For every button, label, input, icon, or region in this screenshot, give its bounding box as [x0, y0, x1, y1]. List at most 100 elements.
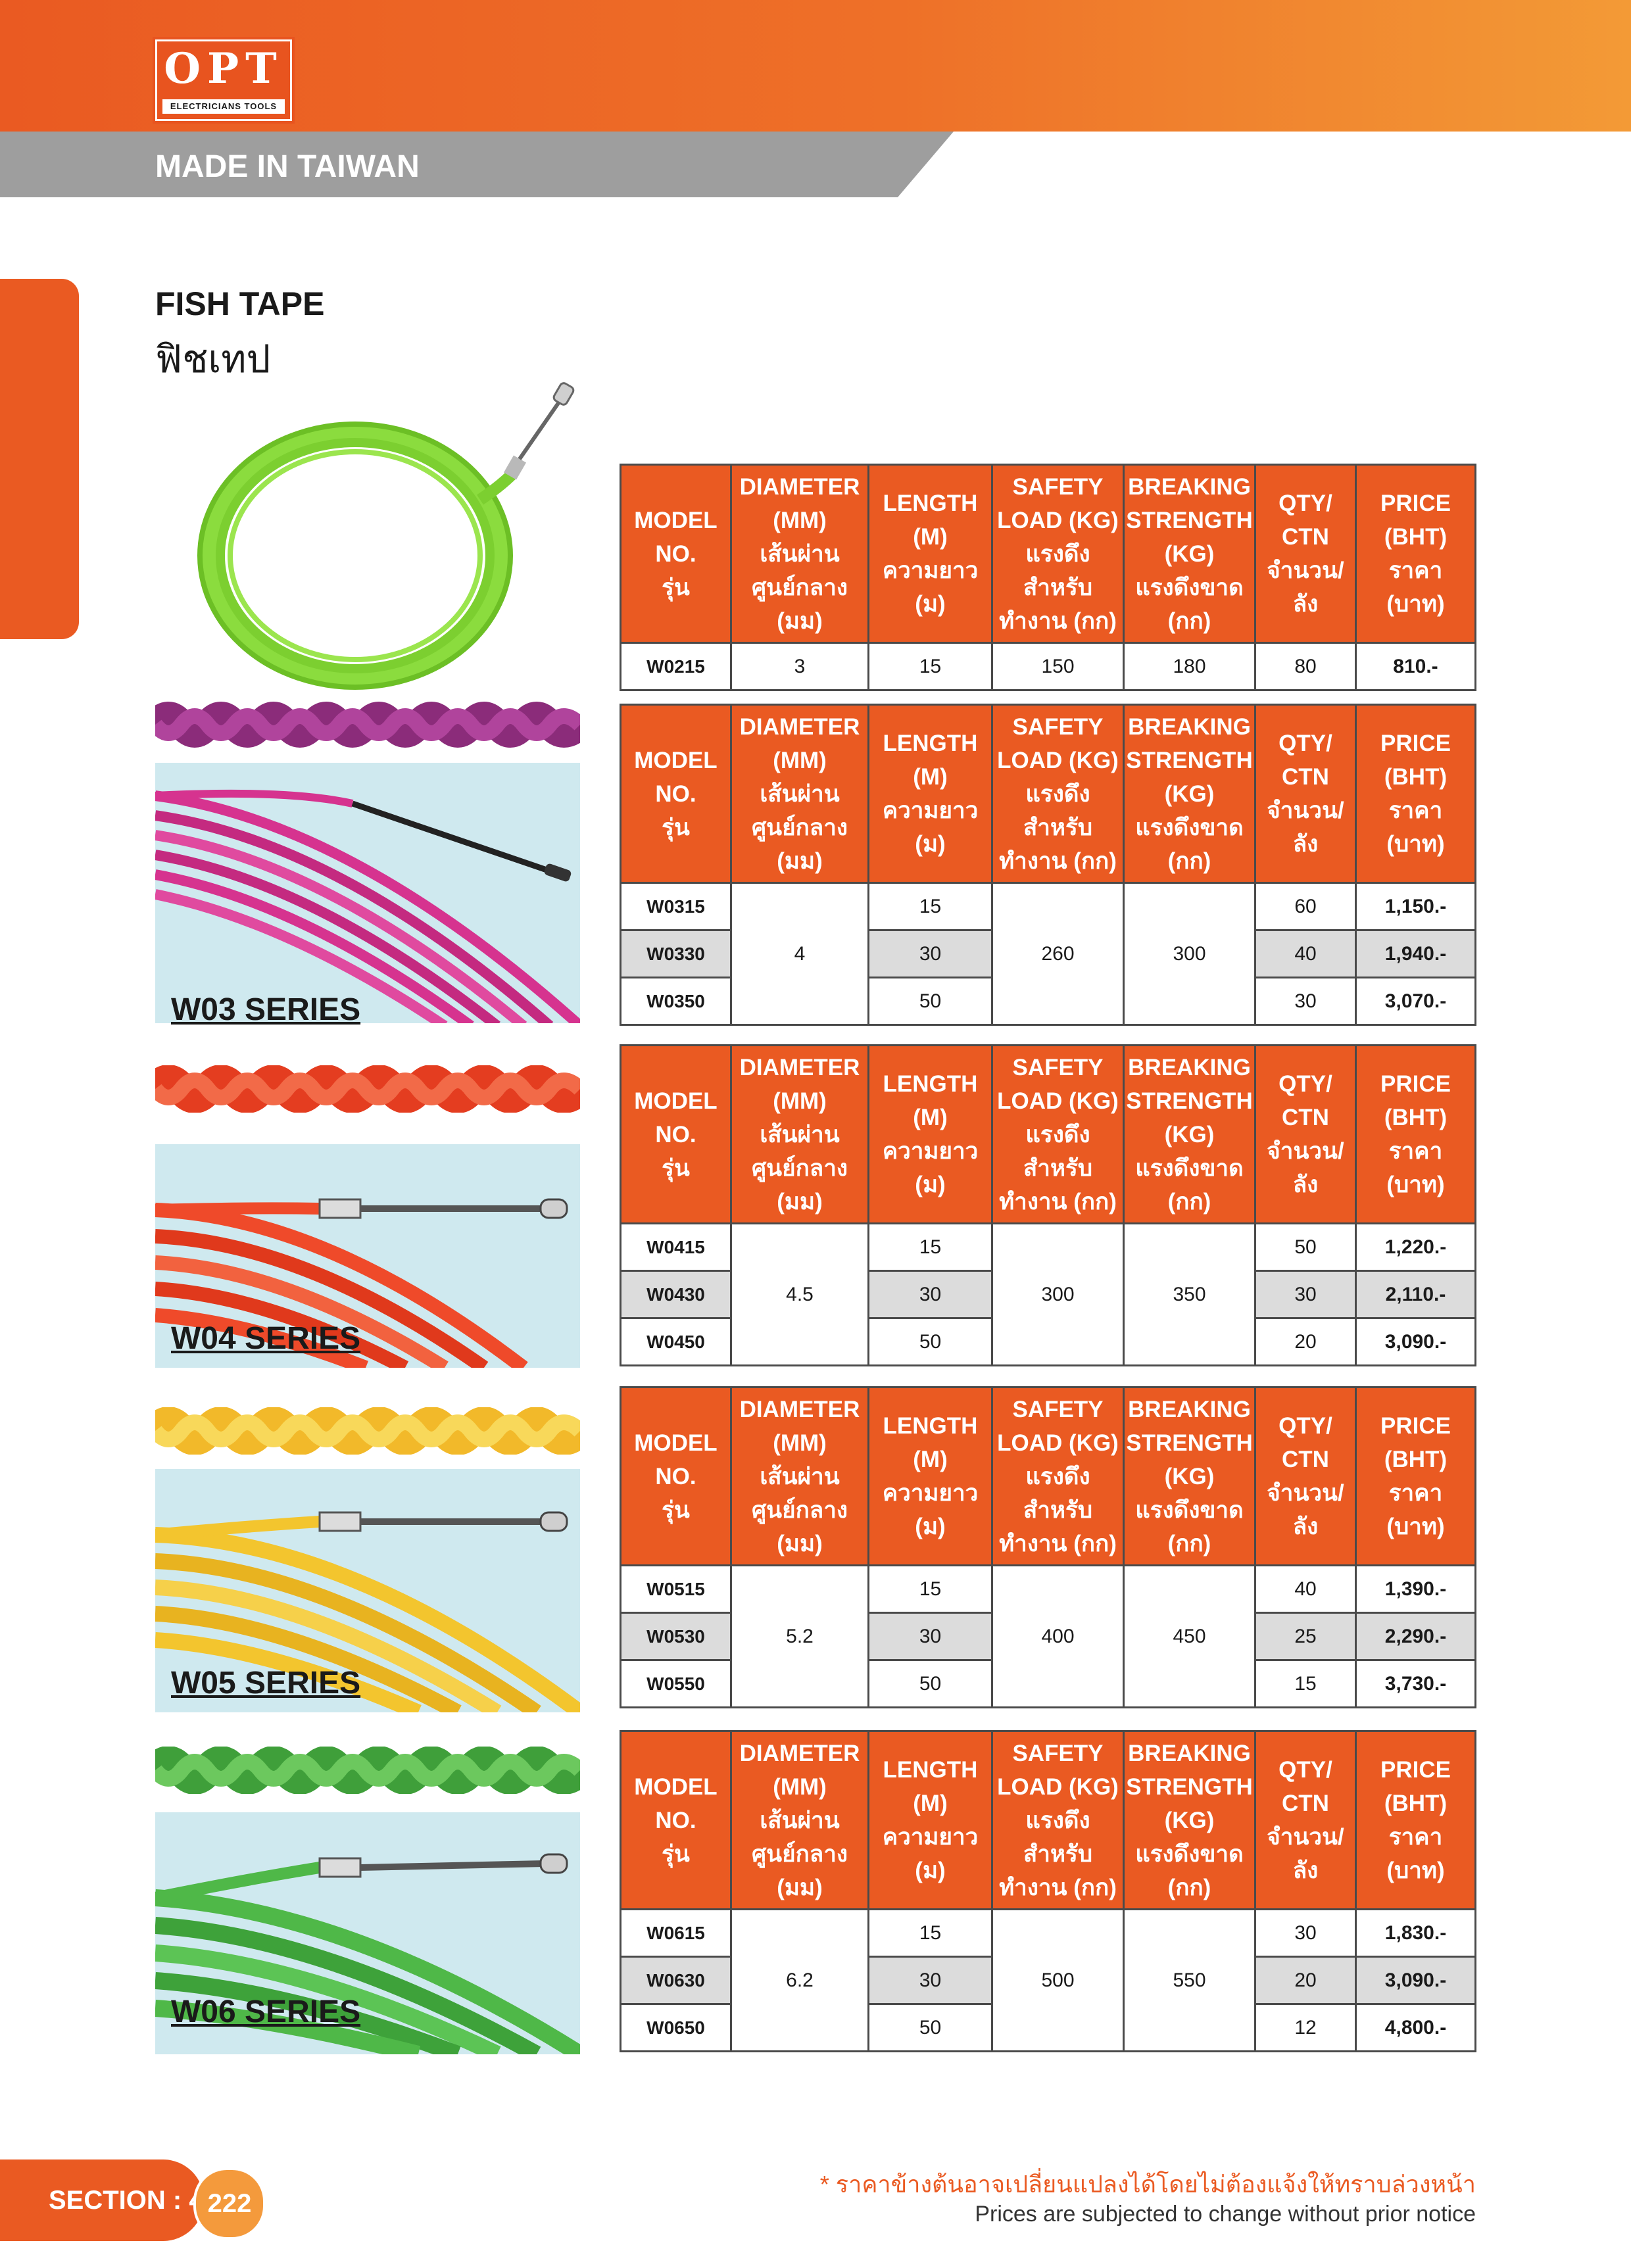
diameter-cell: 5.2 — [730, 1564, 869, 1708]
model-cell: W0550 — [620, 1659, 732, 1708]
spec-table-w06: MODEL NO. รุ่น DIAMETER (MM) เส้นผ่าน ศูนย์กลา… — [620, 1730, 1476, 2052]
header-line: BREAKING — [1128, 1396, 1251, 1422]
price-cell: 1,830.- — [1355, 1908, 1476, 1958]
spec-table-w04: MODEL NO. รุ่น DIAMETER (MM) เส้นผ่าน ศูนย์กลา… — [620, 1044, 1476, 1366]
header-line: DIAMETER — [739, 473, 860, 500]
header-breaking: BREAKING STRENGTH (KG) แรงดึงขาด (กก) — [1123, 464, 1256, 644]
w05-rope-image — [155, 1407, 580, 1455]
header-line: ราคา — [1388, 1138, 1443, 1164]
w05-series-label: W05 SERIES — [171, 1666, 361, 1701]
table-row: W0515 5.2 15 400 450 40 1,390.- — [620, 1564, 1476, 1708]
header-line: PRICE — [1380, 1757, 1451, 1783]
header-line: ศูนย์กลาง — [751, 1497, 848, 1523]
header-line: ราคา — [1388, 1824, 1443, 1850]
price-cell: 2,290.- — [1355, 1612, 1476, 1661]
header-line: ลัง — [1292, 591, 1319, 617]
header-line: SAFETY — [1012, 1054, 1104, 1080]
length-cell: 50 — [867, 1659, 993, 1708]
table-row: W0215 3 15 150 180 80 810.- — [620, 642, 1476, 691]
w06-rope-image — [155, 1747, 580, 1794]
header-line: เส้นผ่าน — [760, 781, 840, 807]
header-line: สำหรับ — [1023, 574, 1093, 600]
header-line: (MM) — [773, 1430, 827, 1456]
footer-section-tab — [0, 2159, 204, 2241]
diameter-cell: 4 — [730, 882, 869, 1026]
header-line: LENGTH — [883, 1757, 978, 1783]
opt-logo: OPT ELECTRICIANS TOOLS — [155, 39, 292, 121]
header-line: SAFETY — [1012, 473, 1104, 500]
header-line: เส้นผ่าน — [760, 1121, 840, 1147]
diameter-cell: 4.5 — [730, 1222, 869, 1366]
header-qty: QTY/CTN จำนวน/ลัง — [1254, 1386, 1357, 1566]
header-line: แรงดึง — [1025, 1121, 1090, 1147]
header-line: (MM) — [773, 1088, 827, 1114]
w05-coil-image — [155, 1469, 580, 1712]
length-cell: 50 — [867, 1317, 993, 1366]
safety-load-cell: 300 — [991, 1222, 1125, 1366]
section-label: SECTION : 4 — [49, 2186, 204, 2215]
length-cell: 15 — [867, 1222, 993, 1272]
header-line: แรงดึง — [1025, 1807, 1090, 1833]
header-line: แรงดึง — [1025, 541, 1090, 567]
header-line: (KG) — [1164, 1121, 1215, 1147]
header-model: MODEL NO. รุ่น — [620, 1730, 732, 1910]
header-line: SAFETY — [1012, 713, 1104, 740]
header-line: (กก) — [1167, 1874, 1211, 1900]
spec-table-w02: MODEL NO. รุ่น DIAMETER (MM) เส้นผ่าน ศูนย์กลา… — [620, 464, 1476, 691]
header-line: SAFETY — [1012, 1740, 1104, 1766]
header-line: DIAMETER — [739, 1740, 860, 1766]
header-line: (มม) — [777, 848, 823, 874]
model-cell: W0450 — [620, 1317, 732, 1366]
length-cell: 30 — [867, 929, 993, 978]
header-breaking: BREAKING STRENGTH (KG) แรงดึงขาด (กก) — [1123, 704, 1256, 884]
header-line: (BHT) — [1384, 764, 1448, 790]
header-line: CTN — [1282, 1447, 1329, 1472]
length-cell: 15 — [867, 882, 993, 931]
table-row: W0650 50 12 4,800.- — [620, 2003, 1476, 2052]
qty-cell: 30 — [1254, 1908, 1357, 1958]
model-cell: W0315 — [620, 882, 732, 931]
header-line: ลัง — [1292, 1172, 1319, 1197]
header-line: NO. — [655, 1463, 696, 1489]
header-price: PRICE (BHT) ราคา (บาท) — [1355, 1386, 1476, 1566]
header-line: (BHT) — [1384, 524, 1448, 550]
header-line: ความยาว — [882, 1138, 979, 1164]
price-cell: 1,220.- — [1355, 1222, 1476, 1272]
length-cell: 15 — [867, 642, 993, 691]
header-line: ทำงาน (กก) — [999, 1530, 1117, 1556]
header-line: (ม) — [915, 1172, 946, 1197]
header-line: (มม) — [777, 1530, 823, 1556]
header-line: SAFETY — [1012, 1396, 1104, 1422]
header-line: (M) — [913, 524, 948, 550]
header-row: MODEL NO. รุ่น DIAMETER (MM) เส้นผ่าน ศูนย์กลา… — [620, 1044, 1476, 1224]
header-line: CTN — [1282, 1105, 1329, 1130]
header-line: ลัง — [1292, 831, 1319, 857]
header-line: MODEL — [634, 507, 718, 533]
table-row: W0415 4.5 15 300 350 50 1,220.- — [620, 1222, 1476, 1366]
price-cell: 1,390.- — [1355, 1564, 1476, 1614]
header-line: BREAKING — [1128, 473, 1251, 500]
header-line: (บาท) — [1386, 1514, 1445, 1539]
table-row: W0350 50 30 3,070.- — [620, 977, 1476, 1026]
qty-cell: 50 — [1254, 1222, 1357, 1272]
header-line: (MM) — [773, 1773, 827, 1800]
header-line: เส้นผ่าน — [760, 541, 840, 567]
logo-subtitle: ELECTRICIANS TOOLS — [162, 99, 285, 114]
length-cell: 15 — [867, 1908, 993, 1958]
header-line: ศูนย์กลาง — [751, 1155, 848, 1181]
header-line: ความยาว — [882, 558, 979, 583]
header-line: สำหรับ — [1023, 1155, 1093, 1181]
header-line: แรงดึงขาด — [1135, 574, 1244, 600]
qty-cell: 80 — [1254, 642, 1357, 691]
header-diameter: DIAMETER (MM) เส้นผ่าน ศูนย์กลาง (มม) — [730, 1730, 869, 1910]
header-line: PRICE — [1380, 491, 1451, 516]
header-breaking: BREAKING STRENGTH (KG) แรงดึงขาด (กก) — [1123, 1730, 1256, 1910]
header-row: MODEL NO. รุ่น DIAMETER (MM) เส้นผ่าน ศูนย์กลา… — [620, 704, 1476, 884]
table-row: W0630 30 20 3,090.- — [620, 1956, 1476, 2005]
breaking-strength-cell: 550 — [1123, 1908, 1256, 2052]
header-line: ความยาว — [882, 1824, 979, 1850]
header-line: ศูนย์กลาง — [751, 1841, 848, 1867]
header-line: รุ่น — [662, 1155, 690, 1181]
product-title-thai: ฟิชเทป — [155, 338, 271, 381]
header-line: (KG) — [1164, 1807, 1215, 1833]
